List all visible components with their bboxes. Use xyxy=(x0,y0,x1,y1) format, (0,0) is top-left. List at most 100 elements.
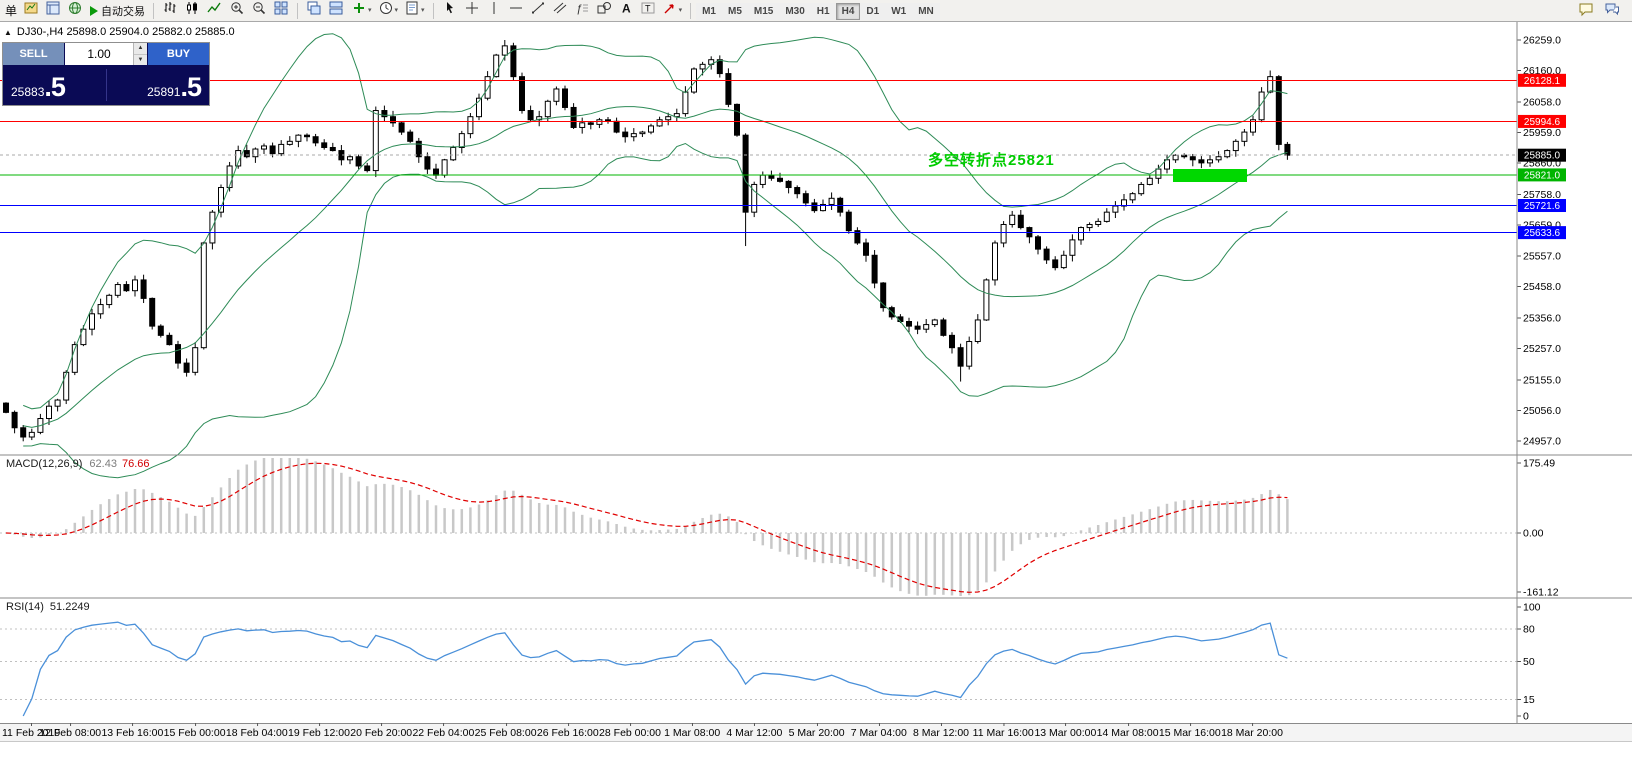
zoom-in-button[interactable] xyxy=(226,0,248,19)
period-icon xyxy=(378,0,394,19)
timeframe-m1-button[interactable]: M1 xyxy=(696,3,722,20)
buy-button[interactable]: BUY xyxy=(147,43,209,65)
navigator-button[interactable] xyxy=(64,0,86,19)
volume-increase-button[interactable]: ▲ xyxy=(134,43,147,55)
zoom-in-icon xyxy=(229,0,245,19)
time-axis-label: 20 Feb 20:00 xyxy=(350,723,413,739)
highlight-rectangle[interactable] xyxy=(1173,169,1247,182)
arrange-button[interactable] xyxy=(325,0,347,19)
time-axis[interactable]: 11 Feb 2019 12 Feb 08:00 13 Feb 16:00 15 Fe… xyxy=(0,723,1632,742)
timeframe-mn-button[interactable]: MN xyxy=(912,3,940,20)
fibonacci-button[interactable]: ƒ xyxy=(571,0,593,19)
period-button[interactable]: ▾ xyxy=(375,0,402,19)
comment-button[interactable] xyxy=(1575,1,1597,20)
bollinger-middle-band xyxy=(23,106,1288,428)
shapes-button[interactable] xyxy=(593,0,615,19)
equidistant-channel-button[interactable] xyxy=(549,0,571,19)
arrows-button[interactable]: ▾ xyxy=(659,0,686,19)
volume-input[interactable] xyxy=(65,43,133,65)
sell-price[interactable]: 25883.5 xyxy=(11,74,66,101)
timeframes-group: M1 M5 M15 M30 H1 H4 D1 W1 MN xyxy=(696,1,940,20)
timeframe-m30-button[interactable]: M30 xyxy=(779,3,811,20)
time-axis-label: 14 Mar 08:00 xyxy=(1096,723,1159,739)
template-button[interactable]: ▾ xyxy=(401,0,428,19)
market-watch-button[interactable] xyxy=(42,0,64,19)
buy-price[interactable]: 25891.5 xyxy=(147,74,202,101)
label-icon: T xyxy=(640,0,656,19)
time-axis-label: 12 Feb 08:00 xyxy=(39,723,102,739)
timeframe-h1-button[interactable]: H1 xyxy=(810,3,836,20)
annotation-text[interactable]: 多空转折点25821 xyxy=(928,152,1055,169)
vertical-line-button[interactable] xyxy=(483,0,505,19)
time-axis-label: 25 Feb 08:00 xyxy=(474,723,537,739)
cascade-icon xyxy=(306,0,322,19)
trendline-button[interactable] xyxy=(527,0,549,19)
chart-window-button[interactable] xyxy=(20,0,42,19)
volume-field: ▲ ▼ xyxy=(65,43,147,65)
price-axis-label: 25557.0 xyxy=(1523,251,1561,263)
cursor-button[interactable] xyxy=(439,0,461,19)
svg-text:T: T xyxy=(645,4,651,14)
timeframe-m15-button[interactable]: M15 xyxy=(747,3,780,20)
one-click-toggle-icon[interactable]: ▲ xyxy=(4,27,12,37)
rsi-axis-label: 15 xyxy=(1523,694,1535,706)
rsi-indicator-label: RSI(14) 51.2249 xyxy=(6,601,90,613)
navigator-icon xyxy=(67,0,83,19)
rsi-name: RSI(14) xyxy=(6,601,44,613)
template-icon xyxy=(404,0,420,19)
zoom-group xyxy=(226,0,292,21)
svg-text:ƒ: ƒ xyxy=(576,3,582,15)
buy-price-big: .5 xyxy=(180,72,202,102)
toolbar: 单 自动交易 ▾ ▾ ▾ ƒ A T ▾ M1 M5 M15 M30 H1 H4 D1 W1 MN xyxy=(0,0,1632,22)
time-axis-label: 5 Mar 20:00 xyxy=(788,723,845,739)
chat-button[interactable] xyxy=(1601,1,1623,20)
cascade-button[interactable] xyxy=(303,0,325,19)
time-axis-label: 7 Mar 04:00 xyxy=(850,723,907,739)
timeframe-d1-button[interactable]: D1 xyxy=(860,3,886,20)
svg-text:A: A xyxy=(622,2,631,16)
time-axis-label: 18 Mar 20:00 xyxy=(1221,723,1283,739)
timeframe-w1-button[interactable]: W1 xyxy=(885,3,913,20)
level-price-tag xyxy=(1518,73,1566,87)
dropdown-caret-icon[interactable]: ▾ xyxy=(368,6,372,14)
zoom-out-button[interactable] xyxy=(248,0,270,19)
time-axis-label: 26 Feb 16:00 xyxy=(536,723,599,739)
current-price-tag-text: 25885.0 xyxy=(1524,151,1561,162)
dropdown-caret-icon[interactable]: ▾ xyxy=(394,6,399,14)
dropdown-caret-icon[interactable]: ▾ xyxy=(678,6,683,14)
timeframe-h4-button[interactable]: H4 xyxy=(835,3,861,20)
price-axis-label: 25257.0 xyxy=(1523,343,1561,355)
new-order-label[interactable]: 单 xyxy=(5,4,18,18)
line-chart-button[interactable] xyxy=(203,0,225,19)
candlestick-button[interactable] xyxy=(181,0,203,19)
bar-chart-button[interactable] xyxy=(159,0,181,19)
autotrade-button[interactable]: 自动交易 xyxy=(87,1,148,20)
toolbar-separator xyxy=(690,2,692,19)
crosshair-button[interactable] xyxy=(461,0,483,19)
text-button[interactable]: A xyxy=(615,0,637,19)
dropdown-caret-icon[interactable]: ▾ xyxy=(421,6,425,14)
price-axis-label: 25458.0 xyxy=(1523,281,1561,293)
vertical-line-icon xyxy=(486,0,502,19)
time-axis-label: 11 Feb 2019 xyxy=(2,723,61,739)
toolbar-separator xyxy=(153,2,155,19)
horizontal-line-button[interactable] xyxy=(505,0,527,19)
toolbar-left-group xyxy=(20,0,86,21)
volume-decrease-button[interactable]: ▼ xyxy=(134,54,147,65)
symbol-info: ▲ DJ30-,H4 25898.0 25904.0 25882.0 25885… xyxy=(4,26,235,38)
fibonacci-icon: ƒ xyxy=(574,0,590,19)
crosshair-icon xyxy=(464,0,480,19)
tile-windows-icon xyxy=(273,0,289,19)
timeframe-m5-button[interactable]: M5 xyxy=(721,3,748,20)
time-axis-label: 1 Mar 08:00 xyxy=(664,723,721,739)
label-button[interactable]: T xyxy=(637,0,659,19)
tile-windows-button[interactable] xyxy=(270,0,292,19)
sell-button[interactable]: SELL xyxy=(3,43,65,65)
add-indicator-button[interactable]: ▾ xyxy=(348,0,375,19)
level-price-tag-text: 25633.6 xyxy=(1524,228,1561,239)
rsi-axis-label: 80 xyxy=(1523,623,1535,635)
level-price-tag-text: 25994.6 xyxy=(1524,117,1561,128)
level-price-tag xyxy=(1518,226,1566,240)
time-axis-label: 11 Mar 16:00 xyxy=(972,723,1034,739)
